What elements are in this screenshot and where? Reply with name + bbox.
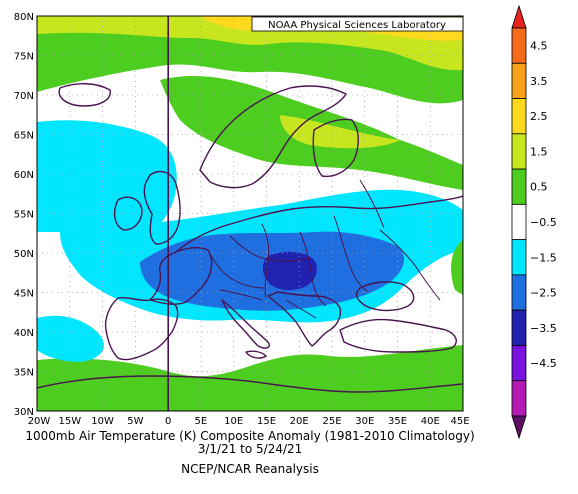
lon-label: 30E <box>355 416 374 427</box>
lon-label: 5W <box>127 416 143 427</box>
lon-label: 5E <box>195 416 208 427</box>
credit-text: NOAA Physical Sciences Laboratory <box>268 20 446 31</box>
lat-label: 55N <box>14 210 34 221</box>
warm-band-east <box>451 240 463 295</box>
lat-label: 60N <box>14 170 34 181</box>
lat-label: 35N <box>14 368 34 379</box>
map-title: 1000mb Air Temperature (K) Composite Ano… <box>25 429 475 443</box>
colorbar-segment <box>511 168 527 205</box>
colorbar-label: −4.5 <box>530 357 557 370</box>
colorbar-segment <box>511 380 527 417</box>
coast-iceland <box>58 83 111 107</box>
lon-label: 0 <box>165 416 171 427</box>
coast-finland <box>312 118 359 178</box>
credit-box <box>251 16 464 32</box>
map-frame <box>36 15 464 412</box>
lon-label: 15E <box>257 416 276 427</box>
colorbar-segment <box>511 133 527 170</box>
colorbar-segment <box>511 239 527 276</box>
colorbar-label: −1.5 <box>530 251 557 264</box>
coast-iberia <box>104 296 179 361</box>
scandinavia-yellow <box>280 115 400 149</box>
colorbar-label: −2.5 <box>530 287 557 300</box>
lat-label: 70N <box>14 91 34 102</box>
colorbar-segment <box>511 274 527 311</box>
colorbar-label: 1.5 <box>530 145 548 158</box>
colorbar-label: 3.5 <box>530 75 548 88</box>
cold-anomaly-strong <box>262 251 317 291</box>
colorbar-label: 4.5 <box>530 40 548 53</box>
lon-label: 35E <box>388 416 407 427</box>
colorbar: 4.5 3.5 2.5 1.5 0.5 −0.5 −1.5 −2.5 −3.5 −4.5 <box>511 4 557 440</box>
coast-north-africa <box>37 375 463 393</box>
graticule <box>37 16 463 411</box>
lon-axis: 20W 15W 10W 5W 0 5E 10E 15E 20E 25E 30E … <box>28 416 470 427</box>
coast-scandinavia <box>199 85 347 189</box>
colorbar-label: −0.5 <box>530 216 557 229</box>
lon-label: 10E <box>224 416 243 427</box>
lon-label: 45E <box>450 416 469 427</box>
data-source: NCEP/NCAR Reanalysis <box>181 462 319 476</box>
coast-italy <box>221 299 270 349</box>
colorbar-segment <box>511 415 527 440</box>
lat-label: 50N <box>14 249 34 260</box>
coast-ireland <box>113 196 143 231</box>
colorbar-label: 0.5 <box>530 181 548 194</box>
colorbar-segment <box>511 4 527 29</box>
lat-label: 75N <box>14 52 34 63</box>
lon-label: 20E <box>290 416 309 427</box>
colorbar-segment <box>511 62 527 99</box>
cold-anomaly-west <box>37 120 177 232</box>
coast-black-sea <box>355 281 415 312</box>
lat-axis: 80N 75N 70N 65N 60N 55N 50N 45N 40N 35N … <box>14 12 34 418</box>
lat-label: 80N <box>14 12 34 23</box>
lat-label: 45N <box>14 289 34 300</box>
lon-label: 15W <box>58 416 81 427</box>
colorbar-segment <box>511 309 527 346</box>
date-range: 3/1/21 to 5/24/21 <box>197 442 303 456</box>
lat-label: 30N <box>14 407 34 418</box>
colorbar-segment <box>511 27 527 64</box>
lon-label: 40E <box>421 416 440 427</box>
lon-label: 25E <box>322 416 341 427</box>
coast-turkey <box>339 318 457 353</box>
colorbar-segment <box>511 203 527 241</box>
coast-north-europe <box>175 195 463 253</box>
coastlines <box>37 83 463 393</box>
lat-label: 65N <box>14 131 34 142</box>
cold-anomaly-southwest <box>37 315 104 362</box>
coast-sicily <box>245 350 267 359</box>
lon-label: 20W <box>28 416 51 427</box>
lon-label: 10W <box>91 416 114 427</box>
colorbar-segment <box>511 98 527 135</box>
colorbar-segment <box>511 345 527 382</box>
warm-band-south <box>37 345 463 411</box>
country-borders <box>207 179 441 319</box>
coast-balkans <box>267 291 342 347</box>
colorbar-label: 2.5 <box>530 110 548 123</box>
lat-label: 40N <box>14 328 34 339</box>
colorbar-label: −3.5 <box>530 322 557 335</box>
